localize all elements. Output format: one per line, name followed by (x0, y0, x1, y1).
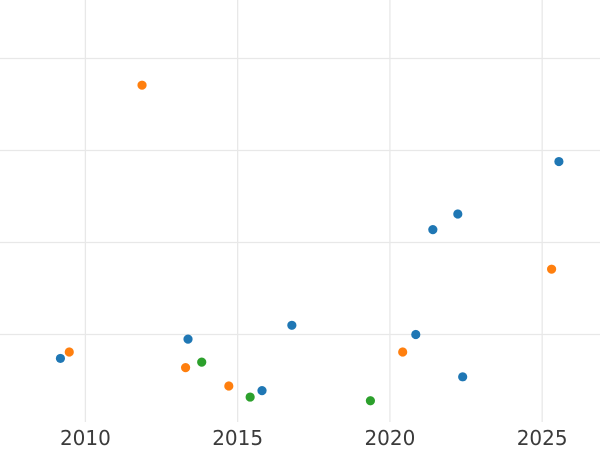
x-tick-label: 2025 (517, 426, 568, 450)
scatter-point-series-green (197, 357, 207, 367)
scatter-point-series-green (365, 396, 376, 406)
scatter-point-series-blue (453, 209, 463, 219)
scatter-point-series-blue (458, 372, 468, 382)
scatter-point-series-blue (257, 386, 267, 396)
scatter-point-series-blue (183, 334, 193, 344)
scatter-point-series-green (245, 392, 255, 402)
scatter-point-series-blue (411, 329, 421, 340)
scatter-point-series-orange (137, 80, 147, 90)
scatter-point-series-blue (554, 156, 564, 167)
x-tick-label: 2020 (364, 426, 415, 450)
scatter-point-series-orange (180, 363, 191, 373)
scatter-point-series-orange (224, 381, 234, 391)
scatter-point-series-orange (64, 347, 74, 357)
scatter-point-series-orange (546, 264, 557, 274)
scatter-point-series-blue (428, 225, 438, 235)
x-tick-label: 2010 (60, 426, 111, 450)
scatter-point-series-blue (287, 320, 297, 330)
scatter-point-series-orange (398, 347, 408, 357)
x-tick-label: 2015 (212, 426, 263, 450)
scatter-point-series-blue (55, 353, 66, 364)
